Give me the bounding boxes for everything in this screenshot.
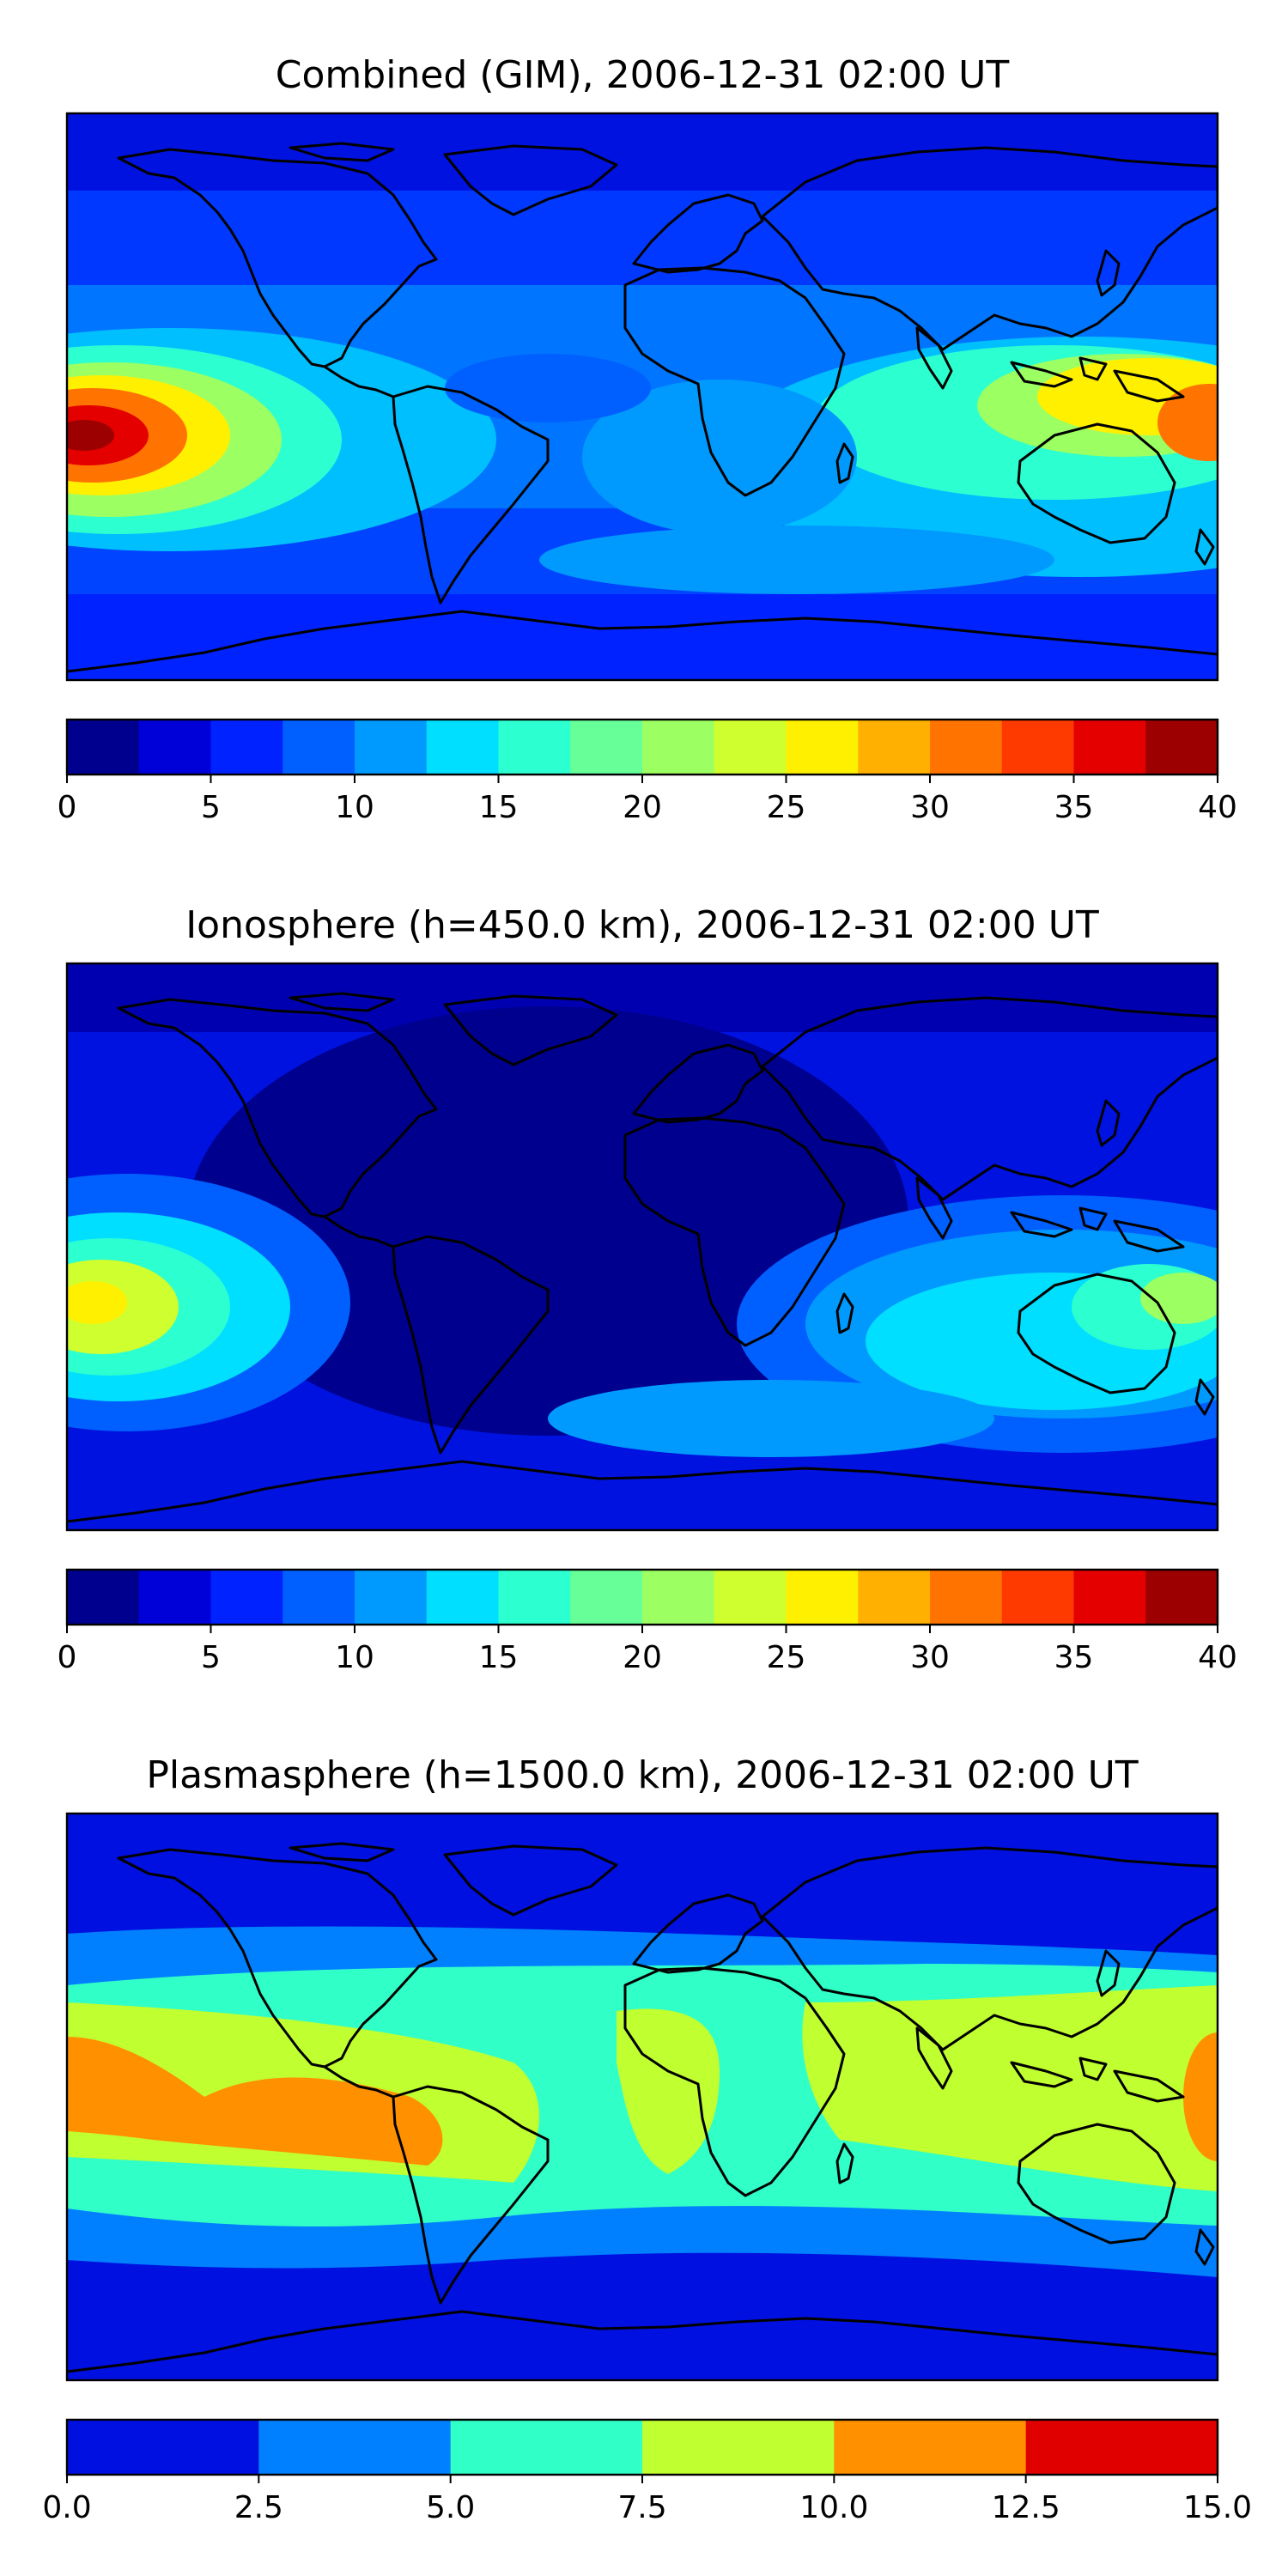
colorbar-swatch bbox=[1001, 1570, 1075, 1625]
colorbar-swatch bbox=[714, 720, 787, 775]
panel-2-title: Ionosphere (h=450.0 km), 2006-12-31 02:0… bbox=[185, 903, 1099, 947]
colorbar-swatch bbox=[1001, 720, 1075, 775]
colorbar-tick-label: 7.5 bbox=[617, 2490, 666, 2525]
colorbar-tick-label: 10.0 bbox=[799, 2490, 868, 2525]
colorbar-swatch bbox=[355, 720, 428, 775]
colorbar-swatch bbox=[138, 720, 212, 775]
panel-1-title: Combined (GIM), 2006-12-31 02:00 UT bbox=[276, 53, 1010, 97]
colorbar-swatch bbox=[1073, 1570, 1146, 1625]
colorbar-swatch bbox=[834, 2420, 1027, 2475]
colorbar-tick-label: 12.5 bbox=[992, 2490, 1060, 2525]
colorbar-swatch bbox=[210, 720, 283, 775]
panel-1-map bbox=[65, 112, 1219, 682]
colorbar-tick-label: 35 bbox=[1054, 790, 1094, 825]
colorbar-tick-label: 15 bbox=[479, 790, 519, 825]
colorbar-tick-label: 40 bbox=[1198, 1640, 1237, 1675]
colorbar-tick-label: 20 bbox=[623, 790, 662, 825]
colorbar-tick-label: 10 bbox=[335, 1640, 374, 1675]
colorbar-swatch bbox=[1073, 720, 1146, 775]
panel-3-map bbox=[65, 1812, 1219, 2382]
panel-2-colorbar: 0 5 10 15 20 25 30 35 40 bbox=[58, 1568, 1237, 1675]
colorbar-tick-label: 30 bbox=[910, 790, 950, 825]
colorbar-swatch bbox=[570, 1570, 643, 1625]
panel-3-title: Plasmasphere (h=1500.0 km), 2006-12-31 0… bbox=[146, 1753, 1138, 1797]
colorbar-swatch bbox=[498, 720, 571, 775]
colorbar-swatch bbox=[450, 2420, 643, 2475]
colorbar-swatch bbox=[426, 1570, 500, 1625]
colorbar-swatch bbox=[498, 1570, 571, 1625]
colorbar-swatch bbox=[786, 720, 859, 775]
colorbar-tick-label: 15 bbox=[479, 1640, 519, 1675]
colorbar-tick-label: 0.0 bbox=[42, 2490, 91, 2525]
colorbar-swatch bbox=[570, 720, 643, 775]
colorbar-swatch bbox=[138, 1570, 212, 1625]
colorbar-swatch bbox=[642, 2420, 835, 2475]
colorbar-swatch bbox=[930, 1570, 1003, 1625]
colorbar-swatch bbox=[67, 2420, 259, 2475]
colorbar-swatch bbox=[1145, 1570, 1218, 1625]
colorbar-tick-label: 15.0 bbox=[1183, 2490, 1252, 2525]
colorbar-swatch bbox=[210, 1570, 283, 1625]
colorbar-tick-label: 0 bbox=[58, 790, 77, 825]
colorbar-swatch bbox=[930, 720, 1003, 775]
colorbar-swatch bbox=[426, 720, 500, 775]
colorbar-tick-label: 10 bbox=[335, 790, 374, 825]
colorbar-swatch bbox=[283, 720, 355, 775]
colorbar-swatch bbox=[283, 1570, 355, 1625]
colorbar-tick-label: 0 bbox=[58, 1640, 77, 1675]
colorbar-swatch bbox=[642, 1570, 715, 1625]
colorbar-swatch bbox=[642, 720, 715, 775]
panel-3-colorbar: 0.0 2.5 5.0 7.5 10.0 12.5 15.0 bbox=[42, 2418, 1252, 2525]
colorbar-tick-label: 5.0 bbox=[426, 2490, 475, 2525]
colorbar-swatch bbox=[858, 720, 931, 775]
colorbar-tick-label: 25 bbox=[767, 790, 806, 825]
panel-1-colorbar: 0 5 10 15 20 25 30 35 40 bbox=[58, 718, 1237, 825]
colorbar-tick-label: 5 bbox=[201, 790, 221, 825]
colorbar-tick-label: 5 bbox=[201, 1640, 221, 1675]
colorbar-swatch bbox=[1145, 720, 1218, 775]
colorbar-swatch bbox=[67, 1570, 140, 1625]
colorbar-swatch bbox=[1025, 2420, 1218, 2475]
colorbar-tick-label: 40 bbox=[1198, 790, 1237, 825]
colorbar-swatch bbox=[355, 1570, 428, 1625]
colorbar-tick-label: 20 bbox=[623, 1640, 662, 1675]
colorbar-swatch bbox=[714, 1570, 787, 1625]
colorbar-tick-label: 25 bbox=[767, 1640, 806, 1675]
colorbar-swatch bbox=[67, 720, 140, 775]
colorbar-tick-label: 35 bbox=[1054, 1640, 1094, 1675]
colorbar-swatch bbox=[258, 2420, 452, 2475]
panel-2-map bbox=[65, 962, 1219, 1532]
colorbar-tick-label: 30 bbox=[910, 1640, 950, 1675]
colorbar-swatch bbox=[858, 1570, 931, 1625]
colorbar-swatch bbox=[786, 1570, 859, 1625]
colorbar-tick-label: 2.5 bbox=[234, 2490, 283, 2525]
